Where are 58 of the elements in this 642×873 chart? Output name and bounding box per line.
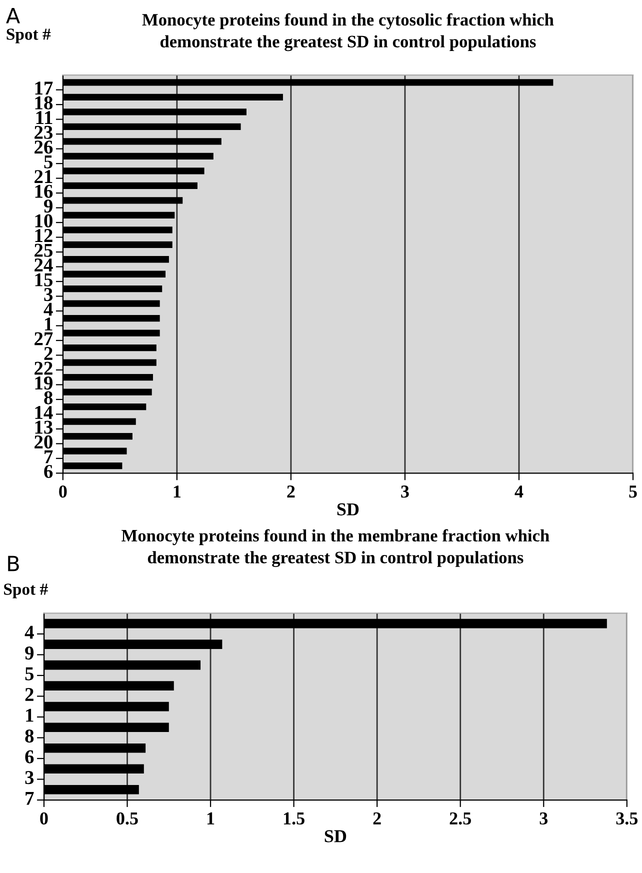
x-tick-label: 0 (40, 812, 48, 825)
chart-title: Monocyte proteins found in the membrane fraction which demonstrate the greatest SD in control populations (122, 529, 550, 568)
x-tick-label: 1 (207, 812, 214, 824)
y-tick-label: 9 (44, 200, 52, 213)
x-axis-title: SD (337, 503, 359, 516)
y-tick-label: 5 (44, 155, 52, 168)
y-tick-label: 11 (36, 111, 52, 124)
x-tick-label: 2.5 (450, 812, 471, 825)
x-tick-label: 3 (401, 486, 409, 498)
y-tick-label: 25 (34, 244, 52, 257)
y-tick-label: 16 (35, 184, 53, 198)
x-tick-label: 3.5 (616, 812, 638, 825)
y-tick-label: 13 (35, 420, 53, 434)
x-tick-label: 2 (287, 486, 295, 498)
y-tick-label: 12 (35, 229, 52, 242)
y-axis-title: Spot # (6, 28, 51, 44)
y-tick-label: 20 (34, 435, 52, 449)
x-axis-title: SD (324, 830, 346, 842)
y-tick-label: 26 (34, 140, 53, 154)
x-tick-label: 1 (174, 486, 181, 498)
y-tick-label: 9 (25, 646, 34, 660)
y-tick-label: 4 (24, 626, 34, 639)
y-tick-label: 4 (44, 302, 53, 316)
x-tick-label: 3 (540, 812, 548, 825)
y-tick-label: 3 (25, 771, 34, 784)
y-tick-label: 3 (44, 288, 53, 302)
y-tick-label: 10 (35, 214, 52, 228)
x-tick-label: 0 (59, 485, 67, 498)
x-tick-label: 5 (629, 486, 637, 498)
y-tick-label: 7 (44, 450, 53, 464)
x-tick-label: 0.5 (116, 812, 138, 825)
y-tick-label: 1 (45, 318, 52, 330)
x-tick-label: 1.5 (284, 812, 304, 825)
y-tick-label: 5 (25, 667, 34, 680)
y-tick-label: 2 (44, 347, 52, 360)
y-tick-label: 6 (25, 750, 34, 764)
y-tick-label: 1 (26, 708, 34, 722)
y-axis-title: Spot # (4, 584, 48, 598)
y-tick-label: 17 (35, 82, 53, 94)
y-tick-label: 15 (35, 273, 52, 286)
y-tick-label: 8 (44, 391, 53, 404)
y-tick-label: 23 (34, 126, 53, 139)
y-tick-label: 18 (35, 96, 53, 110)
y-tick-label: 14 (35, 406, 53, 419)
x-tick-label: 2 (373, 812, 381, 824)
y-tick-label: 22 (34, 362, 52, 375)
y-tick-label: 27 (34, 332, 53, 346)
y-tick-label: 7 (26, 792, 34, 805)
y-tick-label: 6 (44, 464, 53, 478)
x-tick-label: 4 (514, 486, 524, 498)
text: B (8, 556, 19, 572)
y-tick-label: 21 (34, 170, 52, 183)
y-tick-label: 8 (25, 729, 34, 743)
y-tick-label: 2 (25, 688, 34, 701)
text: A (6, 8, 20, 24)
chart-title: Monocyte proteins found in the cytosolic fraction which demonstrate the greatest SD in control populations (142, 13, 554, 52)
y-tick-label: 24 (34, 258, 53, 272)
y-tick-label: 19 (35, 376, 52, 390)
